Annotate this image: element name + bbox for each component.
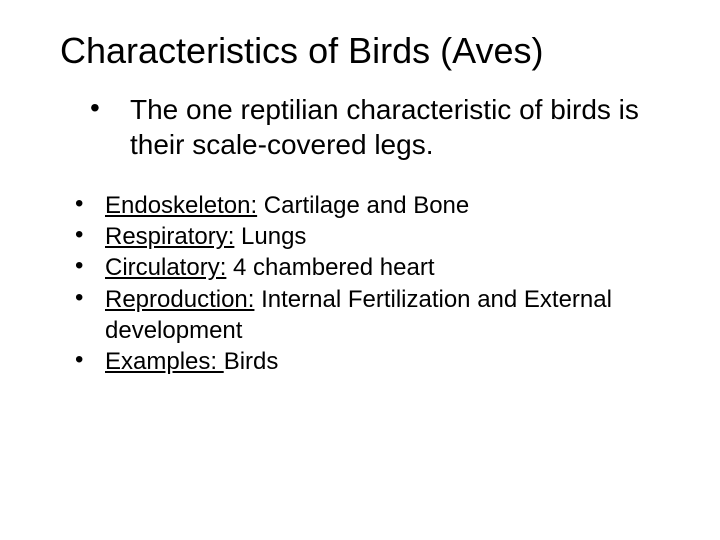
bullet-mark: • bbox=[75, 346, 105, 377]
item-label: Circulatory: bbox=[105, 254, 226, 281]
list-item-text: Endoskeleton: Cartilage and Bone bbox=[105, 190, 469, 221]
item-value: Birds bbox=[224, 348, 279, 375]
bullet-mark: • bbox=[75, 284, 105, 346]
item-value: Lungs bbox=[234, 223, 306, 250]
list-item-text: Respiratory: Lungs bbox=[105, 221, 306, 252]
bullet-mark: • bbox=[75, 190, 105, 221]
item-label: Examples: bbox=[105, 348, 224, 375]
list-item-text: Circulatory: 4 chambered heart bbox=[105, 252, 434, 283]
list-item: • Respiratory: Lungs bbox=[75, 221, 670, 252]
bullet-mark: • bbox=[75, 252, 105, 283]
body-list: • Endoskeleton: Cartilage and Bone • Res… bbox=[75, 190, 670, 377]
list-item: • Circulatory: 4 chambered heart bbox=[75, 252, 670, 283]
list-item-text: Reproduction: Internal Fertilization and… bbox=[105, 284, 665, 346]
list-item: • Examples: Birds bbox=[75, 346, 670, 377]
intro-bullet-row: • The one reptilian characteristic of bi… bbox=[90, 92, 670, 162]
item-label: Endoskeleton: bbox=[105, 192, 257, 219]
intro-text: The one reptilian characteristic of bird… bbox=[130, 92, 670, 162]
list-item: • Reproduction: Internal Fertilization a… bbox=[75, 284, 670, 346]
item-label: Respiratory: bbox=[105, 223, 234, 250]
list-item: • Endoskeleton: Cartilage and Bone bbox=[75, 190, 670, 221]
item-label: Reproduction: bbox=[105, 286, 254, 313]
item-value: 4 chambered heart bbox=[226, 254, 434, 281]
intro-bullet-mark: • bbox=[90, 92, 130, 162]
bullet-mark: • bbox=[75, 221, 105, 252]
item-value: Cartilage and Bone bbox=[257, 192, 469, 219]
list-item-text: Examples: Birds bbox=[105, 346, 278, 377]
slide-title: Characteristics of Birds (Aves) bbox=[60, 30, 670, 72]
